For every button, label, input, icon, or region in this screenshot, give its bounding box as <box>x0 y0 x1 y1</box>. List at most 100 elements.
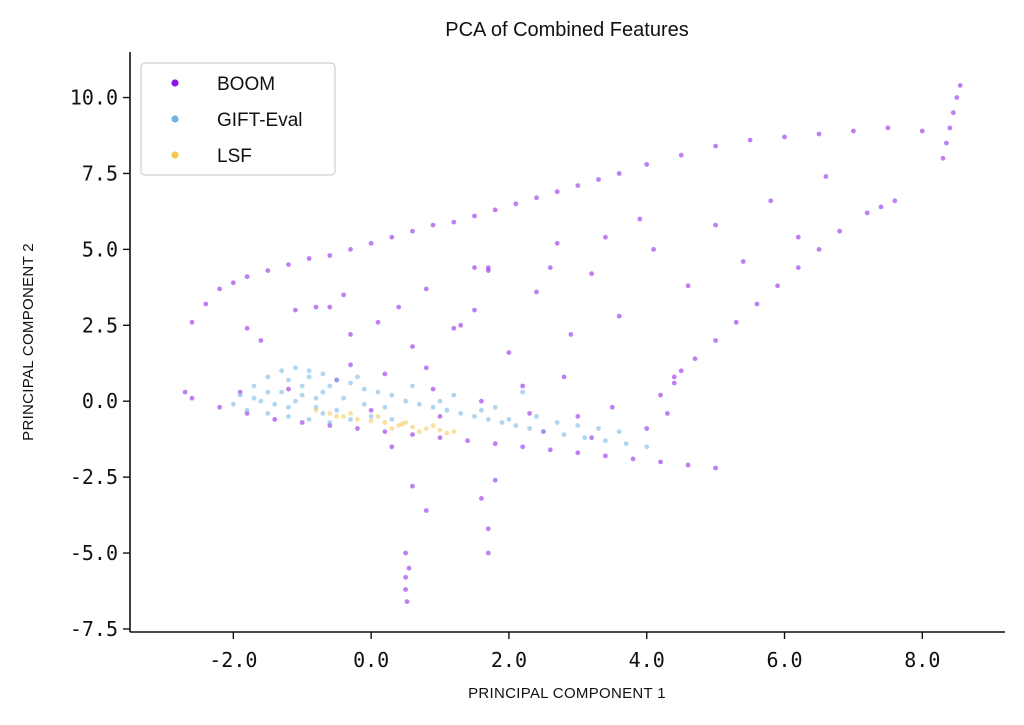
data-point <box>299 420 305 425</box>
data-point <box>458 322 464 328</box>
data-point <box>795 265 801 270</box>
data-point <box>575 450 581 456</box>
data-point <box>306 417 312 422</box>
data-point <box>327 304 333 310</box>
data-point <box>616 313 622 319</box>
y-tick-label: -5.0 <box>70 541 118 565</box>
data-point <box>603 438 608 444</box>
data-point <box>399 421 405 427</box>
y-tick-label: -7.5 <box>70 617 118 641</box>
data-point <box>575 414 581 419</box>
data-point <box>747 137 753 143</box>
data-point <box>306 256 312 261</box>
data-point <box>561 374 567 380</box>
data-point <box>596 426 601 431</box>
legend-box <box>140 62 336 176</box>
data-point <box>795 234 801 240</box>
data-point <box>327 420 333 425</box>
data-point <box>244 325 250 331</box>
data-point <box>885 125 891 131</box>
legend-marker <box>171 115 179 123</box>
data-point <box>404 599 410 604</box>
data-point <box>368 240 374 246</box>
data-point <box>327 411 333 416</box>
data-point <box>940 155 946 161</box>
data-point <box>355 374 360 380</box>
data-point <box>279 389 284 395</box>
x-tick-label: 4.0 <box>629 648 665 672</box>
data-point <box>403 550 408 556</box>
x-axis-label: PRINCIPAL COMPONENT 1 <box>468 685 666 702</box>
data-point <box>423 508 429 513</box>
data-point <box>603 453 608 459</box>
data-point <box>479 398 484 404</box>
data-point <box>616 429 622 434</box>
data-point <box>320 371 326 377</box>
data-point <box>293 307 298 313</box>
data-point <box>527 411 532 416</box>
legend-label: BOOM <box>217 74 275 95</box>
data-point <box>410 432 415 437</box>
y-tick-label: 0.0 <box>82 389 118 413</box>
data-point <box>444 407 450 413</box>
data-point <box>623 441 629 447</box>
data-point <box>403 574 408 580</box>
data-point <box>775 283 780 289</box>
data-point <box>293 365 298 371</box>
data-point <box>485 526 491 532</box>
data-point <box>568 332 574 337</box>
data-point <box>485 550 491 556</box>
data-point <box>458 411 464 416</box>
data-point <box>520 444 526 450</box>
data-point <box>944 140 949 146</box>
data-point <box>589 435 594 441</box>
x-tick-label: 6.0 <box>766 648 802 672</box>
data-point <box>479 407 484 413</box>
y-axis-label: PRINCIPAL COMPONENT 2 <box>20 243 37 441</box>
data-point <box>782 134 787 140</box>
data-point <box>361 401 367 407</box>
data-point <box>554 240 560 246</box>
data-point <box>534 289 539 295</box>
data-point <box>382 429 388 434</box>
data-point <box>389 417 395 422</box>
data-point <box>678 368 684 374</box>
data-point <box>630 456 636 462</box>
data-point <box>348 362 353 368</box>
data-point <box>293 398 298 404</box>
data-point <box>406 565 412 571</box>
data-point <box>375 414 381 419</box>
data-point <box>313 304 319 310</box>
data-point <box>658 392 663 398</box>
data-point <box>272 417 278 422</box>
data-point <box>451 219 457 225</box>
data-point <box>423 365 429 371</box>
data-point <box>685 283 691 289</box>
data-point <box>313 407 319 413</box>
data-point <box>692 356 698 362</box>
x-tick-label: 0.0 <box>353 648 389 672</box>
data-point <box>375 389 381 395</box>
data-point <box>410 228 415 234</box>
data-point <box>892 198 898 204</box>
data-point <box>361 386 367 392</box>
data-point <box>375 319 381 325</box>
data-point <box>479 496 484 501</box>
data-point <box>451 392 457 398</box>
y-tick-label: 10.0 <box>70 86 118 110</box>
data-point <box>506 350 512 355</box>
data-point <box>547 447 553 453</box>
data-point <box>554 420 560 425</box>
data-point <box>368 414 374 419</box>
y-tick-label: -2.5 <box>70 465 118 489</box>
data-point <box>768 198 774 204</box>
data-point <box>492 441 498 447</box>
data-point <box>272 401 278 407</box>
data-point <box>541 429 546 434</box>
data-point <box>382 420 388 425</box>
series-gift-eval <box>230 365 650 450</box>
x-tick-label: -2.0 <box>209 648 257 672</box>
data-point <box>685 462 691 468</box>
data-point <box>389 234 395 240</box>
chart-title: PCA of Combined Features <box>445 19 688 41</box>
